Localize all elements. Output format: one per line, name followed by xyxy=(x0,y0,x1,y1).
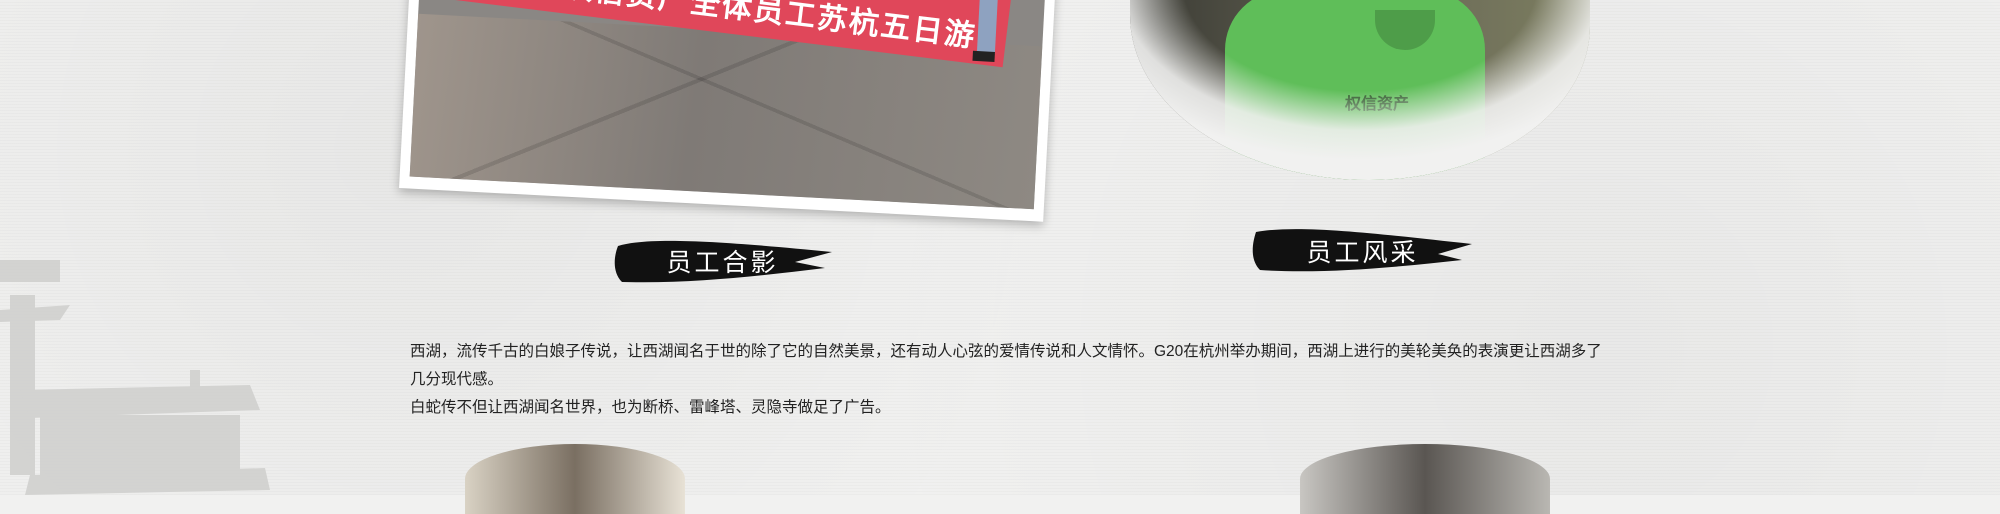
bottom-photo-left xyxy=(465,444,685,514)
ink-pagoda-decoration xyxy=(0,250,270,495)
group-photo: 权信资产全体员工苏杭五日游 xyxy=(399,0,1056,222)
label-group-photo: 员工合影 xyxy=(610,232,835,290)
description-text: 西湖，流传千古的白娘子传说，让西湖闻名于世的除了它的自然美景，还有动人心弦的爱情… xyxy=(410,338,1610,422)
green-shirt: 权信资产 xyxy=(1225,0,1485,180)
label-text: 员工风采 xyxy=(1306,233,1418,269)
description-paragraph-2: 白蛇传不但让西湖闻名世界，也为断桥、雷峰塔、灵隐寺做足了广告。 xyxy=(410,394,1610,422)
label-text: 员工合影 xyxy=(666,243,778,279)
description-paragraph-1: 西湖，流传千古的白娘子传说，让西湖闻名于世的除了它的自然美景，还有动人心弦的爱情… xyxy=(410,338,1610,394)
shirt-logo: 权信资产 xyxy=(1345,90,1409,114)
bottom-photo-right xyxy=(1300,444,1550,514)
person-shoe xyxy=(972,51,994,62)
label-staff-style: 员工风采 xyxy=(1250,222,1475,280)
staff-portrait: 权信资产 xyxy=(1130,0,1590,180)
